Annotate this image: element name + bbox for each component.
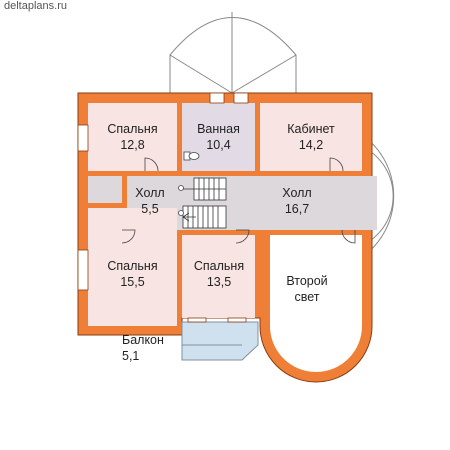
room-hall-left [88,176,122,203]
site-watermark: deltaplans.ru [4,0,67,12]
label-second-light: Второй свет [286,274,328,304]
label-bathroom: Ванная 10,4 [197,122,240,152]
toilet-fixture [183,151,200,161]
label-bedroom-15-5: Спальня 15,5 [107,259,158,289]
column-markers [178,185,184,216]
label-hall-5-5: Холл 5,5 [135,186,165,216]
label-bedroom-12-8: Спальня 12,8 [107,122,158,152]
label-cabinet: Кабинет 14,2 [287,122,335,152]
bay-arcs [364,136,395,256]
label-hall-16-7: Холл 16,7 [282,186,312,216]
label-balcony: Балкон 5,1 [122,333,164,363]
staircase [182,177,227,229]
roof-outline [169,12,297,94]
room-bedroom-15-5 [88,208,177,326]
windows [77,92,249,323]
room-second-light [265,235,362,372]
door-swings [121,157,356,244]
room-bedroom-13-5 [182,235,255,318]
room-cabinet [260,103,362,171]
label-bedroom-13-5: Спальня 13,5 [193,259,245,289]
room-bedroom-12-8 [88,103,177,171]
balcony [181,321,259,361]
